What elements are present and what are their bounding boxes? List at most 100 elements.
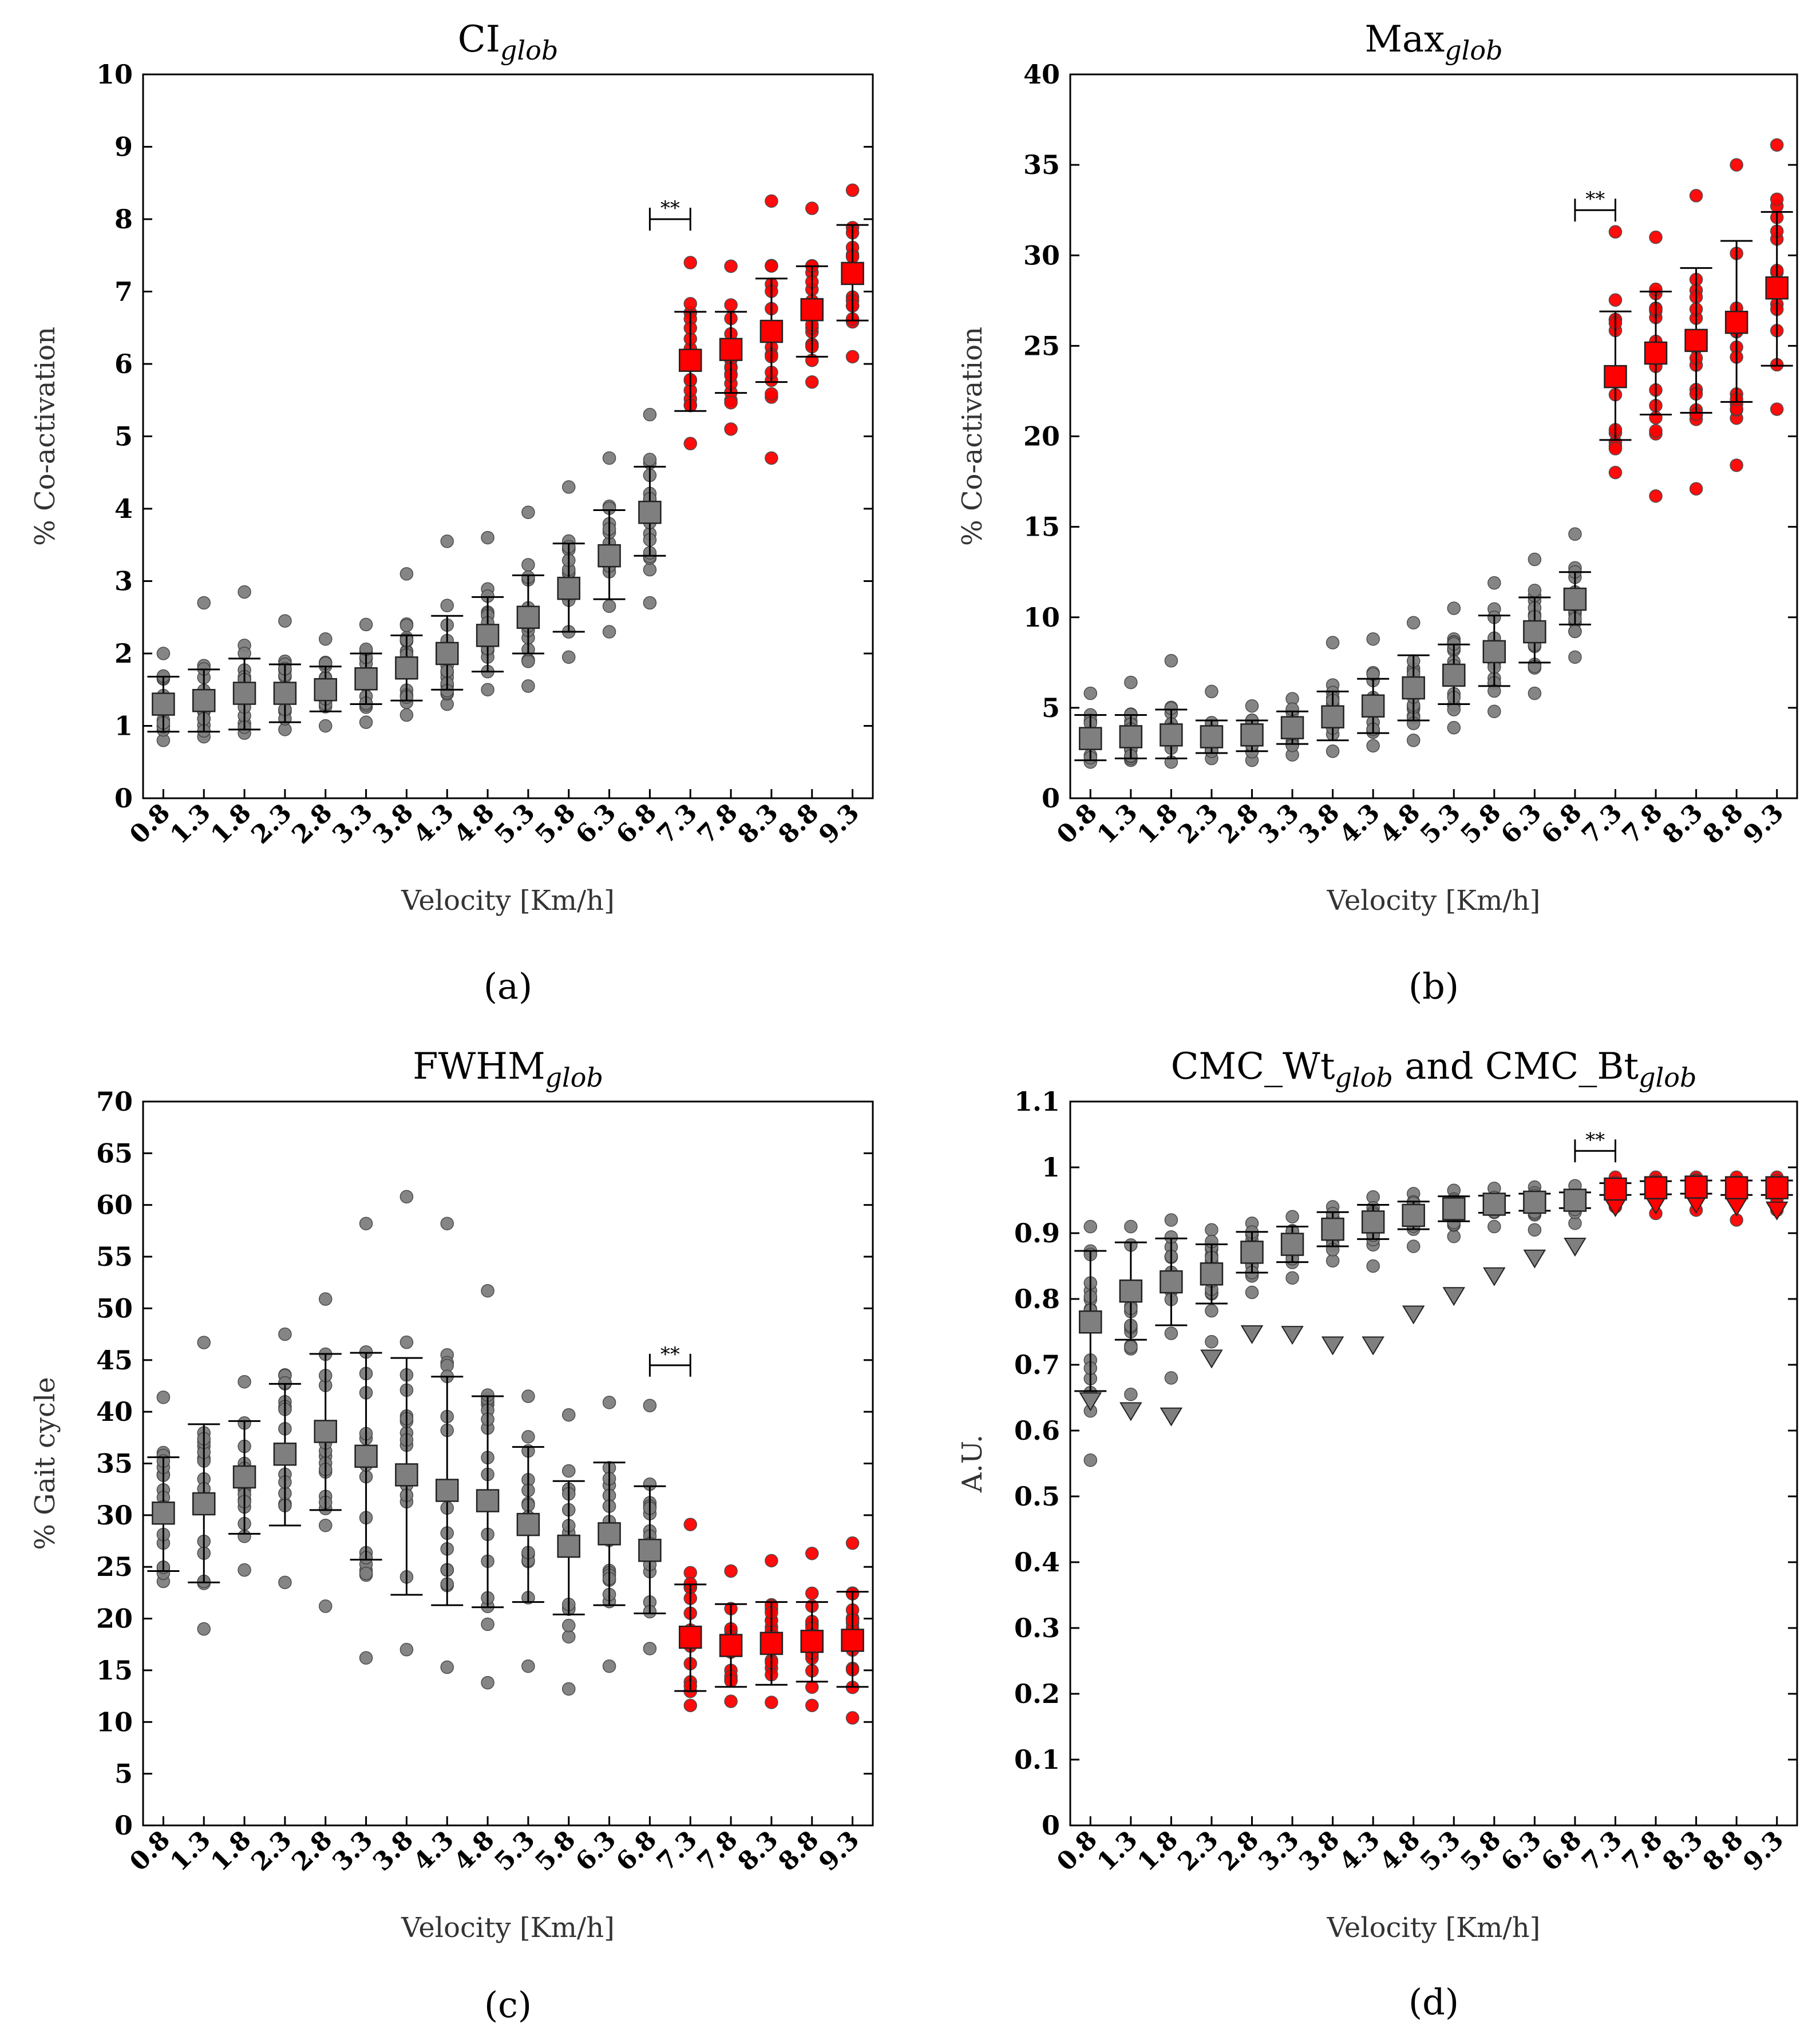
- subject-point: [1406, 734, 1421, 747]
- title-sub: glob: [545, 1062, 603, 1093]
- subject-point: [1083, 1219, 1098, 1234]
- mean-marker: [152, 1501, 175, 1525]
- subject-point: [521, 558, 535, 572]
- x-tick-label: 4.3: [1334, 1825, 1386, 1877]
- x-tick-label: 7.3: [651, 798, 703, 850]
- subject-point: [399, 708, 414, 722]
- subject-point: [440, 599, 454, 612]
- title-main: Max: [1364, 18, 1445, 61]
- x-tick-label: 8.3: [1657, 798, 1708, 850]
- subject-point: [1366, 739, 1380, 753]
- panel-d: 00.10.20.30.40.50.60.70.80.911.10.81.31.…: [956, 1045, 1798, 2023]
- mean-marker: [557, 576, 580, 600]
- subject-point: [1245, 1285, 1259, 1300]
- y-tick-label: 0.8: [1014, 1284, 1060, 1314]
- x-tick-label: 4.3: [1334, 798, 1386, 850]
- x-tick-label: 9.3: [1738, 1825, 1789, 1877]
- mean-marker: [679, 348, 702, 372]
- subject-point: [278, 1575, 292, 1590]
- subject-point: [1770, 138, 1784, 152]
- x-tick-label: 7.3: [1576, 1825, 1628, 1877]
- subject-point: [319, 1599, 333, 1613]
- cmc-bt-marker: [1442, 1287, 1466, 1306]
- subject-point: [1366, 632, 1380, 646]
- mean-marker: [476, 1489, 500, 1512]
- mean-marker: [1280, 1233, 1304, 1256]
- subject-point: [845, 1711, 860, 1725]
- mean-marker: [1604, 365, 1627, 389]
- x-axis-label: Velocity [Km/h]: [401, 1912, 615, 1944]
- subject-point: [765, 1554, 778, 1568]
- mean-marker: [436, 1479, 459, 1502]
- subject-point: [765, 194, 778, 208]
- subject-point: [643, 1642, 657, 1655]
- chart-title: CIglob: [458, 18, 559, 66]
- mean-marker: [354, 1444, 378, 1468]
- y-tick-label: 45: [96, 1345, 133, 1376]
- x-tick-label: 5.8: [529, 1825, 581, 1877]
- mean-marker: [557, 1534, 580, 1558]
- mean-marker: [1160, 1270, 1183, 1294]
- subject-point: [399, 1643, 414, 1657]
- subject-point: [1326, 744, 1340, 758]
- subject-point: [319, 1292, 333, 1306]
- x-tick-label: 8.3: [1657, 1825, 1708, 1877]
- subject-point: [1164, 1371, 1178, 1385]
- cmc-bt-marker: [1564, 1238, 1586, 1257]
- mean-marker: [1482, 1193, 1506, 1216]
- subject-point: [1770, 402, 1784, 416]
- axes-frame: [142, 1100, 874, 1827]
- x-tick-label: 1.3: [1091, 798, 1143, 850]
- subject-point: [805, 1586, 819, 1601]
- subject-point: [562, 1618, 576, 1633]
- subject-point: [1649, 230, 1663, 244]
- subject-point: [1487, 704, 1501, 718]
- subject-point: [1205, 1223, 1218, 1237]
- subject-point: [724, 259, 738, 273]
- x-tick-label: 5.3: [1415, 1825, 1466, 1877]
- subject-point: [683, 256, 697, 270]
- cmc-bt-marker: [1079, 1392, 1102, 1412]
- y-tick-label: 10: [96, 59, 133, 90]
- subject-point: [1164, 653, 1178, 668]
- subject-point: [1245, 699, 1259, 713]
- x-tick-label: 6.8: [611, 1825, 662, 1877]
- x-tick-label: 1.8: [205, 798, 257, 850]
- x-tick-label: 6.3: [1495, 798, 1547, 850]
- subject-point: [602, 1659, 616, 1673]
- sig-label: **: [660, 197, 680, 220]
- y-tick-label: 50: [96, 1293, 133, 1324]
- subject-point: [1649, 424, 1663, 438]
- x-tick-label: 9.3: [813, 1825, 865, 1877]
- y-tick-label: 6: [114, 348, 133, 379]
- subject-point: [1326, 636, 1340, 649]
- panel-caption: (b): [1408, 965, 1459, 1007]
- y-tick-label: 35: [96, 1448, 133, 1479]
- subject-point: [805, 375, 819, 389]
- subject-point: [1568, 527, 1582, 541]
- mean-marker: [314, 1420, 337, 1443]
- cmc-bt-marker: [1281, 1326, 1304, 1345]
- mean-marker: [1482, 640, 1506, 664]
- mean-marker: [1523, 1190, 1546, 1214]
- x-tick-label: 2.3: [1173, 798, 1224, 850]
- subject-point: [724, 422, 738, 436]
- x-axis-label: Velocity [Km/h]: [1327, 1912, 1541, 1944]
- subject-point: [1447, 720, 1461, 735]
- subject-point: [1568, 650, 1582, 664]
- chart-title: Maxglob: [1364, 18, 1502, 66]
- mean-marker: [516, 605, 540, 629]
- mean-marker: [719, 1634, 743, 1657]
- mean-marker: [1402, 1203, 1425, 1227]
- x-tick-label: 9.3: [813, 798, 865, 850]
- x-tick-label: 2.8: [1213, 1825, 1264, 1877]
- mean-marker: [192, 688, 216, 712]
- mean-marker: [1684, 328, 1708, 352]
- subject-point: [278, 614, 292, 628]
- x-tick-label: 7.8: [1617, 1825, 1668, 1877]
- mean-marker: [841, 262, 864, 286]
- subject-point: [765, 1696, 778, 1709]
- title-main: FWHM: [413, 1045, 545, 1088]
- mean-marker: [638, 501, 662, 524]
